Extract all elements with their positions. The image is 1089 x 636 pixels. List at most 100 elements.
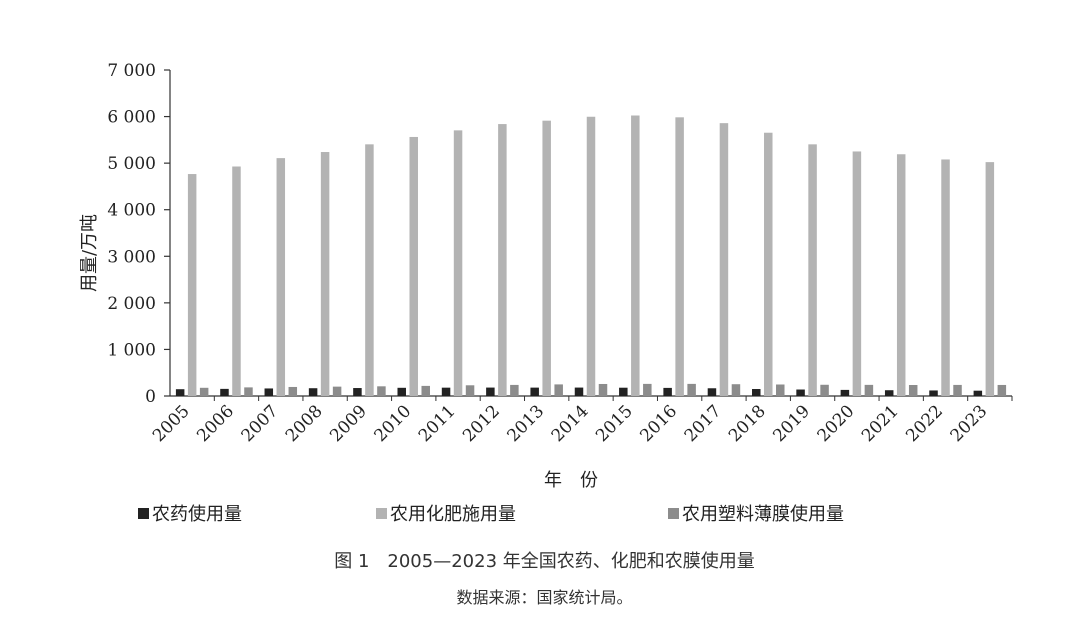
bar-plastic-film: [864, 384, 874, 396]
bar-pesticide: [973, 390, 983, 396]
legend-item-plastic-film: 农用塑料薄膜使用量: [668, 500, 844, 526]
bar-fertilizer: [631, 115, 640, 397]
bar-pesticide: [663, 387, 672, 396]
x-tick-label: 2005: [149, 401, 194, 446]
bar-fertilizer: [719, 123, 729, 396]
bar-fertilizer: [409, 136, 418, 396]
bar-fertilizer: [941, 159, 950, 396]
bar-pesticide: [574, 387, 584, 396]
bar-pesticide: [264, 388, 274, 396]
legend-label-fertilizer: 农用化肥施用量: [390, 504, 516, 525]
bar-plastic-film: [731, 384, 741, 396]
y-tick-label: 7 000: [107, 61, 156, 81]
x-tick-label: 2012: [459, 401, 504, 446]
bar-pesticide: [486, 387, 495, 396]
x-tick-label: 2018: [725, 401, 770, 446]
y-axis: 0 1 000 2 000 3 000 4 000 5 000 6 000 7 000: [107, 61, 171, 407]
legend-swatch-fertilizer: [376, 507, 387, 519]
x-tick-label: 2016: [636, 401, 681, 446]
x-axis: 2005 2006 2007 2008 2009 2010 2011 2012 2013 2014…: [149, 395, 1013, 446]
bar-fertilizer: [586, 116, 596, 396]
legend-swatch-plastic-film: [668, 507, 679, 519]
x-tick-label: 2008: [282, 401, 327, 446]
bar-plastic-film: [465, 385, 475, 396]
x-tick-label: 2015: [592, 401, 637, 446]
x-tick-label: 2021: [858, 401, 903, 446]
y-tick-label: 0: [145, 387, 156, 407]
y-tick-label: 4 000: [107, 201, 156, 221]
bar-fertilizer: [232, 166, 241, 396]
bar-fertilizer: [187, 174, 197, 396]
bar-pesticide: [397, 387, 406, 396]
y-tick-label: 3 000: [107, 247, 156, 267]
x-tick-label: 2022: [902, 401, 947, 446]
bar-plastic-film: [377, 386, 386, 396]
bar-plastic-film: [953, 384, 962, 396]
bar-plastic-film: [332, 386, 342, 396]
x-tick-label: 2013: [503, 401, 548, 446]
x-tick-label: 2006: [193, 401, 238, 446]
legend-item-pesticide: 农药使用量: [138, 500, 242, 526]
bar-pesticide: [308, 388, 318, 396]
bar-plastic-film: [554, 384, 563, 396]
bar-plastic-film: [643, 383, 652, 396]
bar-pesticide: [441, 387, 451, 396]
bar-fertilizer: [808, 144, 817, 396]
x-tick-label: 2019: [769, 401, 814, 446]
bar-plastic-film: [598, 383, 608, 396]
bar-plastic-film: [820, 384, 829, 396]
x-tick-label: 2010: [371, 401, 416, 446]
bar-fertilizer: [896, 154, 906, 396]
x-tick-label: 2009: [326, 401, 371, 446]
bar-plastic-film: [421, 385, 430, 396]
y-tick-label: 5 000: [107, 154, 156, 174]
x-tick-label: 2023: [947, 401, 992, 446]
bar-plastic-film: [687, 383, 696, 396]
bar-pesticide: [175, 389, 185, 396]
x-tick-label: 2017: [681, 401, 726, 446]
bar-fertilizer: [498, 124, 507, 396]
y-axis-title: 用量/万吨: [79, 214, 100, 292]
bar-plastic-film: [776, 384, 785, 396]
bar-fertilizer: [320, 152, 330, 396]
bar-fertilizer: [764, 132, 773, 396]
y-tick-label: 1 000: [107, 340, 156, 360]
bar-pesticide: [220, 388, 229, 396]
x-tick-label: 2020: [814, 401, 859, 446]
bar-pesticide: [530, 387, 539, 396]
bar-pesticide: [353, 388, 362, 396]
bar-plastic-film: [510, 384, 519, 396]
bar-plastic-film: [244, 387, 253, 396]
bar-chart: 0 1 000 2 000 3 000 4 000 5 000 6 000 7 000 200…: [79, 61, 1013, 491]
bar-series-group: [175, 115, 1007, 397]
legend-item-fertilizer: 农用化肥施用量: [376, 500, 516, 526]
bar-fertilizer: [675, 117, 684, 396]
bar-fertilizer: [453, 130, 463, 396]
bar-pesticide: [840, 389, 850, 396]
bar-fertilizer: [852, 151, 862, 396]
y-tick-label: 2 000: [107, 294, 156, 314]
bar-fertilizer: [276, 158, 286, 396]
legend-swatch-pesticide: [138, 507, 149, 519]
source-note: 数据来源：国家统计局。: [456, 588, 633, 607]
bar-plastic-film: [997, 384, 1007, 396]
bar-plastic-film: [199, 387, 209, 396]
figure-caption: 图 1 2005—2023 年全国农药、化肥和农膜使用量: [334, 551, 755, 572]
bar-pesticide: [752, 389, 761, 396]
legend: 农药使用量 农用化肥施用量 农用塑料薄膜使用量: [138, 500, 998, 526]
bar-fertilizer: [985, 162, 995, 396]
legend-label-plastic-film: 农用塑料薄膜使用量: [682, 504, 844, 525]
bar-pesticide: [707, 388, 717, 396]
y-tick-label: 6 000: [107, 108, 156, 128]
x-axis-title: 年 份: [544, 470, 598, 491]
bar-pesticide: [884, 390, 894, 396]
legend-label-pesticide: 农药使用量: [152, 504, 242, 525]
bar-plastic-film: [908, 385, 918, 396]
bar-fertilizer: [365, 144, 374, 396]
bar-pesticide: [619, 387, 628, 396]
x-tick-label: 2011: [415, 401, 460, 446]
bar-pesticide: [796, 389, 805, 396]
x-tick-label: 2007: [238, 401, 283, 446]
x-tick-label: 2014: [548, 401, 593, 446]
bar-pesticide: [929, 390, 938, 396]
